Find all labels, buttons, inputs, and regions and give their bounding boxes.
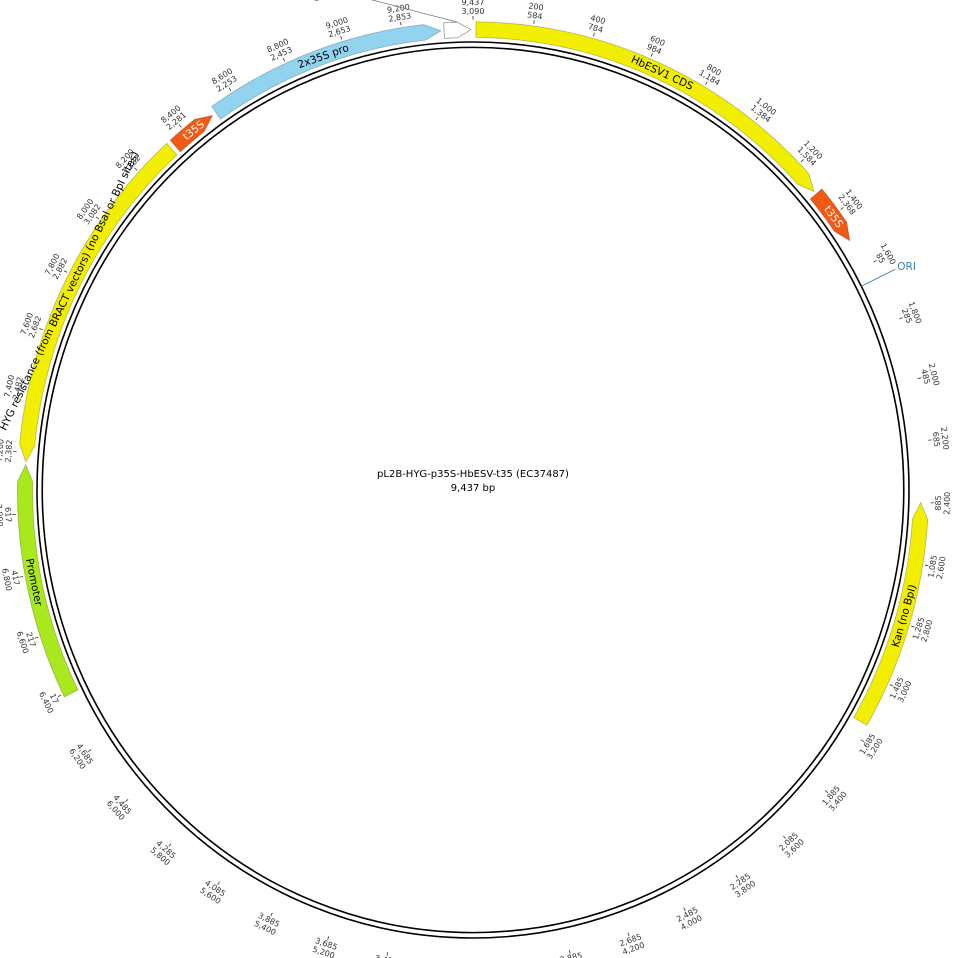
tick-sublabel: 2,885 — [559, 951, 583, 958]
tick-mark — [840, 207, 844, 210]
feature-arrow — [17, 463, 79, 698]
tick-mark — [889, 684, 894, 687]
tick-mark — [386, 952, 389, 956]
feature-arrow — [211, 24, 443, 120]
tick-label: 7,000 — [0, 504, 4, 527]
feature-arrow — [443, 21, 472, 39]
tick-mark — [63, 270, 68, 273]
feature-arrow — [809, 188, 851, 242]
tick-label: 400 — [589, 13, 606, 26]
tick-label: 6,800 — [0, 568, 13, 592]
map-title: pL2B-HYG-p35S-HbESV-t35 (EC37487) — [377, 469, 569, 480]
tick-label: 2,400 — [942, 492, 952, 515]
tick-mark — [340, 35, 343, 40]
tick-sublabel: 485 — [919, 368, 931, 385]
annotation-label: ORI — [897, 261, 916, 273]
tick-sublabel: 584 — [527, 10, 543, 21]
backbone — [41, 46, 905, 934]
tick-sublabel: 685 — [931, 431, 942, 447]
tick-mark — [282, 57, 285, 62]
tick-label: 2,600 — [935, 556, 948, 580]
tick-label: 200 — [528, 1, 544, 12]
feature-arrow — [475, 21, 815, 193]
tick-sublabel: 2,382 — [3, 439, 14, 463]
tick-mark — [400, 21, 402, 26]
tick-mark — [860, 739, 865, 743]
tick-sublabel: 85 — [874, 252, 887, 265]
tick-sublabel: 3,485 — [374, 954, 398, 958]
tick-mark — [800, 159, 804, 163]
tick-mark — [911, 625, 915, 628]
tick-mark — [134, 167, 138, 171]
backbone — [36, 41, 910, 939]
feature-arrow — [853, 501, 929, 726]
tick-mark — [39, 328, 43, 331]
tick-mark — [824, 790, 829, 794]
tick-mark — [593, 32, 595, 37]
tick-mark — [217, 881, 220, 885]
tick-mark — [270, 912, 273, 917]
tick-mark — [627, 932, 630, 937]
tick-mark — [917, 377, 922, 379]
tick-mark — [178, 124, 182, 128]
tick-mark — [735, 874, 739, 879]
tick-mark — [57, 694, 62, 698]
tick-mark — [125, 799, 129, 802]
tick-sublabel: 2,853 — [388, 11, 412, 23]
tick-mark — [168, 843, 172, 847]
tick-sublabel: 3,090 — [462, 7, 485, 16]
tick-mark — [782, 835, 786, 839]
callout-line — [861, 268, 896, 287]
tick-sublabel: 885 — [934, 495, 943, 511]
feature-arrow — [169, 114, 214, 153]
tick-label: 7,200 — [0, 439, 6, 463]
tick-label: 2,200 — [939, 427, 950, 451]
tick-mark — [705, 81, 708, 85]
tick-mark — [34, 636, 39, 639]
tick-mark — [19, 576, 24, 578]
tick-mark — [873, 260, 877, 263]
tick-sublabel: 1,085 — [926, 554, 939, 578]
tick-mark — [88, 749, 92, 752]
feature-arrow — [19, 142, 178, 463]
tick-mark — [899, 317, 903, 320]
tick-sublabel: 784 — [587, 22, 604, 35]
tick-mark — [683, 907, 686, 911]
tick-sublabel: 417 — [9, 570, 21, 587]
tick-mark — [924, 564, 929, 567]
callout-line — [370, 0, 458, 23]
tick-sublabel: 617 — [3, 507, 13, 523]
tick-mark — [755, 117, 759, 121]
tick-mark — [95, 216, 100, 220]
feature-label: Omega leader — [289, 0, 364, 2]
tick-mark — [327, 936, 330, 940]
tick-label: 9,437 — [462, 0, 485, 7]
tick-sublabel: 17 — [48, 692, 61, 705]
feature-label: HYG resistance (from BRACT vectors) (no … — [0, 149, 142, 432]
tick-mark — [650, 53, 653, 57]
map-length: 9,437 bp — [451, 483, 496, 494]
tick-mark — [228, 87, 232, 91]
tick-mark — [568, 949, 571, 954]
tick-mark — [22, 388, 26, 391]
